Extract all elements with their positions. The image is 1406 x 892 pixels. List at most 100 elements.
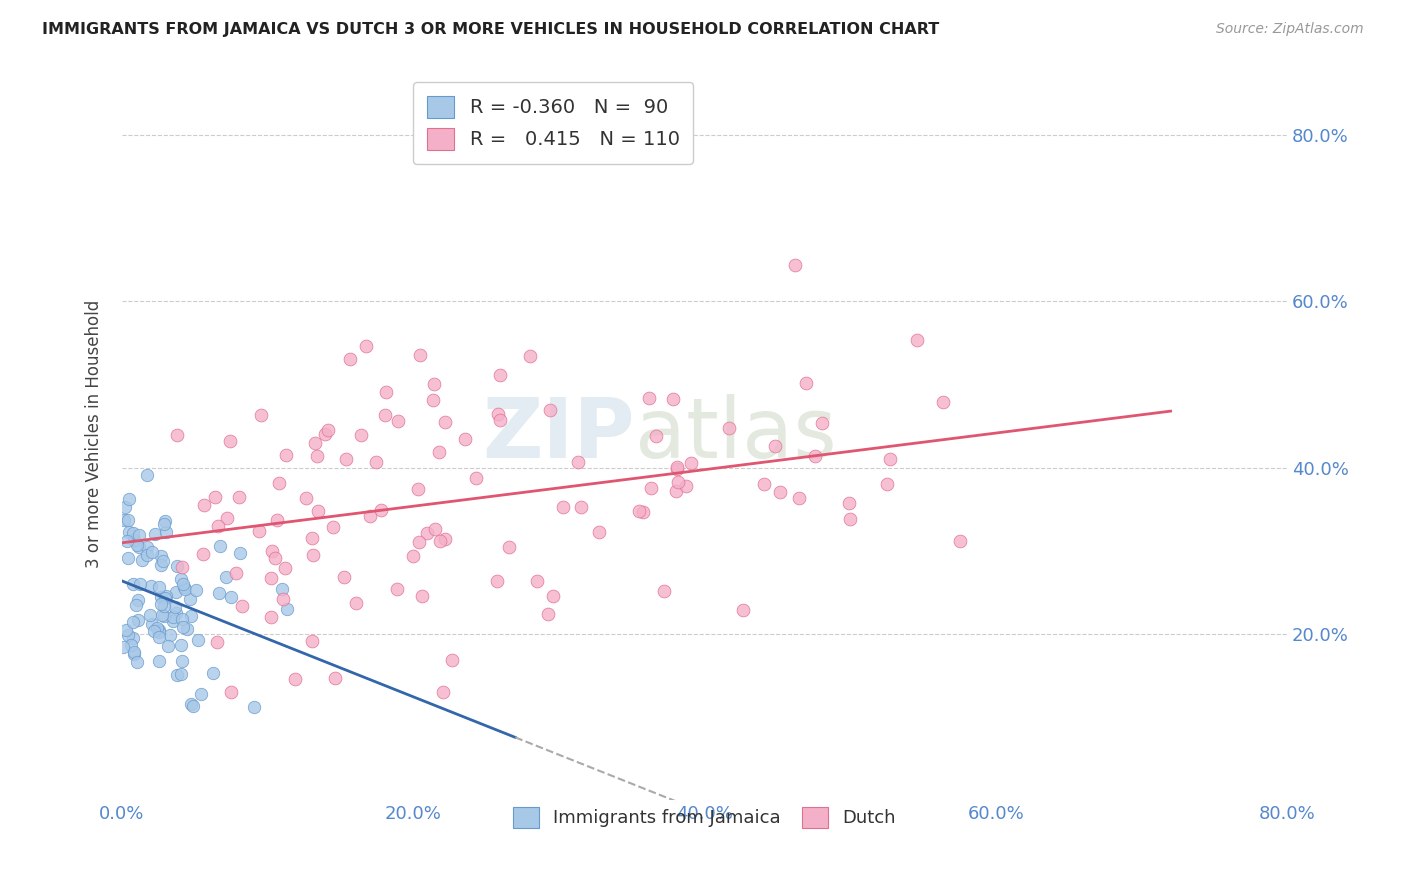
Point	[115, 623, 138, 637]
Point	[301, 531, 323, 545]
Point	[117, 513, 139, 527]
Point	[432, 685, 454, 699]
Point	[117, 628, 139, 642]
Point	[433, 415, 456, 429]
Point	[427, 444, 450, 458]
Point	[142, 624, 165, 639]
Point	[229, 546, 252, 560]
Point	[193, 498, 215, 512]
Point	[247, 524, 270, 538]
Point	[228, 490, 250, 504]
Point	[162, 614, 184, 628]
Point	[242, 700, 264, 714]
Point	[932, 395, 955, 409]
Point	[666, 460, 689, 475]
Point	[127, 593, 149, 607]
Point	[180, 609, 202, 624]
Point	[122, 576, 145, 591]
Point	[537, 607, 560, 621]
Point	[344, 596, 367, 610]
Point	[640, 481, 662, 495]
Point	[339, 351, 361, 366]
Point	[316, 424, 339, 438]
Point	[763, 439, 786, 453]
Point	[387, 414, 409, 428]
Point	[645, 428, 668, 442]
Point	[166, 427, 188, 442]
Point	[489, 413, 512, 427]
Point	[155, 591, 177, 606]
Point	[128, 540, 150, 554]
Point	[148, 655, 170, 669]
Point	[718, 421, 741, 435]
Point	[155, 524, 177, 539]
Point	[208, 586, 231, 600]
Point	[209, 539, 232, 553]
Point	[406, 482, 429, 496]
Point	[141, 616, 163, 631]
Point	[787, 491, 810, 505]
Point	[260, 571, 283, 585]
Point	[409, 348, 432, 362]
Point	[260, 610, 283, 624]
Point	[569, 500, 592, 514]
Point	[567, 455, 589, 469]
Point	[453, 432, 475, 446]
Point	[489, 368, 512, 382]
Point	[111, 640, 134, 655]
Point	[159, 628, 181, 642]
Point	[541, 589, 564, 603]
Point	[170, 559, 193, 574]
Point	[150, 608, 173, 623]
Point	[374, 408, 396, 422]
Point	[486, 574, 509, 588]
Point	[141, 579, 163, 593]
Point	[149, 558, 172, 572]
Point	[264, 551, 287, 566]
Point	[276, 601, 298, 615]
Point	[284, 672, 307, 686]
Point	[170, 611, 193, 625]
Point	[375, 385, 398, 400]
Point	[267, 475, 290, 490]
Point	[364, 455, 387, 469]
Text: atlas: atlas	[634, 394, 837, 475]
Point	[440, 653, 463, 667]
Point	[370, 503, 392, 517]
Point	[166, 668, 188, 682]
Point	[163, 600, 186, 615]
Point	[127, 614, 149, 628]
Point	[408, 535, 430, 549]
Point	[153, 608, 176, 623]
Point	[184, 582, 207, 597]
Point	[305, 449, 328, 463]
Point	[333, 570, 356, 584]
Point	[402, 549, 425, 564]
Point	[271, 591, 294, 606]
Point	[148, 580, 170, 594]
Point	[588, 525, 610, 540]
Point	[804, 450, 827, 464]
Point	[148, 623, 170, 637]
Point	[190, 687, 212, 701]
Point	[266, 513, 288, 527]
Point	[359, 508, 381, 523]
Point	[149, 549, 172, 563]
Point	[301, 549, 323, 563]
Point	[148, 624, 170, 639]
Point	[173, 582, 195, 596]
Point	[122, 645, 145, 659]
Point	[118, 491, 141, 506]
Point	[731, 603, 754, 617]
Point	[314, 426, 336, 441]
Point	[117, 551, 139, 566]
Point	[172, 576, 194, 591]
Point	[949, 533, 972, 548]
Point	[307, 504, 329, 518]
Point	[250, 408, 273, 422]
Point	[153, 514, 176, 528]
Point	[276, 448, 298, 462]
Point	[323, 671, 346, 685]
Point	[794, 376, 817, 390]
Point	[129, 577, 152, 591]
